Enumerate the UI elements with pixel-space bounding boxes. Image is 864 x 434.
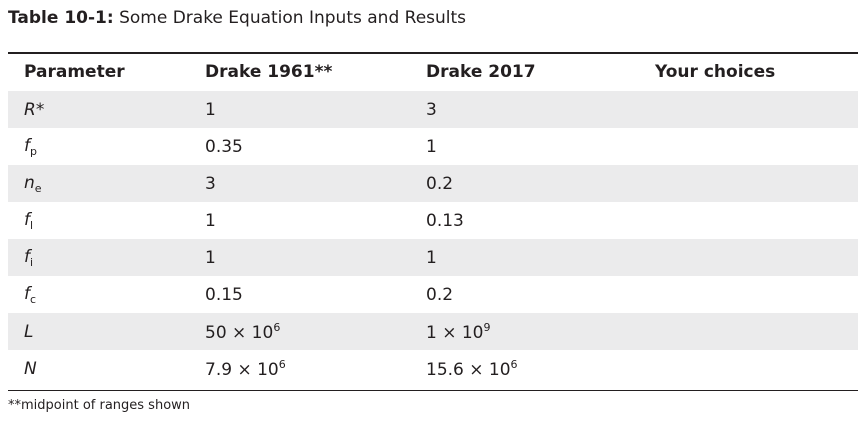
table-caption-label: Table 10-1: xyxy=(8,8,114,28)
table-row: R* 1 3 xyxy=(8,91,858,128)
parameter-cell: R* xyxy=(8,91,189,128)
parameter-cell: N xyxy=(8,350,189,387)
value-mantissa: 1 × 10 xyxy=(426,322,484,343)
drake-2017-cell: 1 xyxy=(410,239,639,276)
value-mantissa: 50 × 10 xyxy=(205,322,274,343)
parameter-symbol: f xyxy=(24,283,30,304)
value-exponent: 6 xyxy=(278,357,286,371)
value-exponent: 6 xyxy=(510,357,518,371)
your-choices-cell xyxy=(639,165,858,202)
parameter-subscript: i xyxy=(30,255,34,269)
table-bottom-rule xyxy=(8,390,858,391)
drake-1961-cell: 1 xyxy=(189,91,410,128)
value-mantissa: 15.6 × 10 xyxy=(426,359,511,380)
header-drake-2017: Drake 2017 xyxy=(426,62,536,82)
header-parameter: Parameter xyxy=(24,62,125,82)
table-row: N 7.9 × 106 15.6 × 106 xyxy=(8,350,858,387)
drake-1961-cell: 50 × 106 xyxy=(189,313,410,350)
parameter-subscript: c xyxy=(30,292,37,306)
your-choices-cell xyxy=(639,91,858,128)
drake-1961-cell: 0.15 xyxy=(189,276,410,313)
parameter-cell: fl xyxy=(8,202,189,239)
header-drake-1961: Drake 1961** xyxy=(205,62,333,82)
your-choices-cell xyxy=(639,239,858,276)
value-exponent: 9 xyxy=(483,320,491,334)
drake-1961-cell: 1 xyxy=(189,239,410,276)
drake-1961-cell: 7.9 × 106 xyxy=(189,350,410,387)
drake-equation-table: Parameter Drake 1961** Drake 2017 Your c… xyxy=(8,53,858,387)
parameter-subscript: l xyxy=(30,218,34,232)
parameter-cell: L xyxy=(8,313,189,350)
parameter-symbol: N xyxy=(24,358,37,379)
table-top-rule xyxy=(8,52,858,54)
drake-1961-cell: 3 xyxy=(189,165,410,202)
drake-2017-cell: 15.6 × 106 xyxy=(410,350,639,387)
parameter-symbol: n xyxy=(24,172,35,193)
your-choices-cell xyxy=(639,128,858,165)
parameter-cell: ne xyxy=(8,165,189,202)
drake-1961-cell: 0.35 xyxy=(189,128,410,165)
drake-2017-cell: 0.13 xyxy=(410,202,639,239)
drake-2017-cell: 0.2 xyxy=(410,165,639,202)
parameter-suffix: * xyxy=(35,99,45,120)
drake-2017-cell: 1 xyxy=(410,128,639,165)
drake-2017-cell: 1 × 109 xyxy=(410,313,639,350)
table-row: fl 1 0.13 xyxy=(8,202,858,239)
table-row: fi 1 1 xyxy=(8,239,858,276)
table-row: fp 0.35 1 xyxy=(8,128,858,165)
parameter-cell: fp xyxy=(8,128,189,165)
parameter-symbol: R xyxy=(24,99,36,120)
your-choices-cell xyxy=(639,202,858,239)
parameter-symbol: f xyxy=(24,209,30,230)
table-row: fc 0.15 0.2 xyxy=(8,276,858,313)
value-mantissa: 7.9 × 10 xyxy=(205,359,279,380)
parameter-subscript: p xyxy=(30,144,37,158)
parameter-symbol: L xyxy=(24,321,34,342)
table-row: ne 3 0.2 xyxy=(8,165,858,202)
drake-1961-cell: 1 xyxy=(189,202,410,239)
drake-2017-cell: 0.2 xyxy=(410,276,639,313)
parameter-subscript: e xyxy=(34,181,42,195)
value-exponent: 6 xyxy=(273,320,281,334)
parameter-cell: fi xyxy=(8,239,189,276)
parameter-cell: fc xyxy=(8,276,189,313)
parameter-symbol: f xyxy=(24,135,30,156)
table-row: L 50 × 106 1 × 109 xyxy=(8,313,858,350)
your-choices-cell xyxy=(639,313,858,350)
drake-2017-cell: 3 xyxy=(410,91,639,128)
table-header-row: Parameter Drake 1961** Drake 2017 Your c… xyxy=(8,53,858,91)
table-caption: Table 10-1: Some Drake Equation Inputs a… xyxy=(8,8,466,28)
table-footnote: **midpoint of ranges shown xyxy=(8,398,191,413)
your-choices-cell xyxy=(639,276,858,313)
header-your-choices: Your choices xyxy=(655,62,776,82)
parameter-symbol: f xyxy=(24,246,30,267)
table-caption-text: Some Drake Equation Inputs and Results xyxy=(113,8,467,28)
your-choices-cell xyxy=(639,350,858,387)
